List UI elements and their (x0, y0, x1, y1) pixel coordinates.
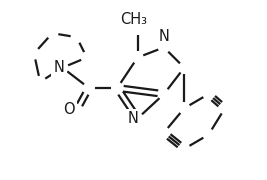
Text: N: N (54, 60, 65, 75)
Text: CH₃: CH₃ (120, 12, 147, 27)
Text: N: N (128, 111, 139, 126)
Text: O: O (63, 102, 75, 117)
Text: N: N (159, 29, 169, 44)
